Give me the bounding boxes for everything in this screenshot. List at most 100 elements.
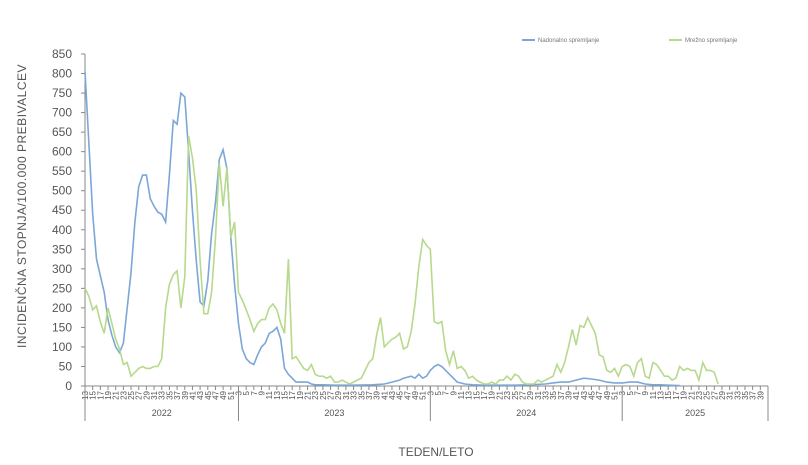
x-tick-label: 49 — [603, 390, 612, 399]
x-tick-label: 19 — [104, 390, 113, 399]
x-tick-label: 23 — [695, 390, 704, 399]
x-tick-label: 19 — [680, 390, 689, 399]
x-tick-label: 17 — [96, 390, 105, 399]
x-tick-label: 5 — [434, 390, 443, 395]
x-tick-label: 21 — [304, 390, 313, 399]
x-tick-label: 19 — [488, 390, 497, 399]
y-tick-label: 350 — [52, 242, 72, 256]
x-tick-label: 13 — [657, 390, 666, 399]
legend-item-mrezno: Mrežno spremljanje — [669, 38, 738, 44]
x-tick-label: 15 — [664, 390, 673, 399]
x-tick-label: 27 — [135, 390, 144, 399]
x-tick-label: 7 — [634, 390, 643, 395]
x-tick-label: 15 — [89, 390, 98, 399]
x-tick-label: 47 — [403, 390, 412, 399]
plot-area — [84, 54, 768, 387]
x-tick-label: 27 — [710, 390, 719, 399]
y-tick-label: 200 — [52, 301, 72, 315]
series-line-nacionalno — [84, 71, 680, 387]
x-tick-label: 21 — [112, 390, 121, 399]
y-tick-label: 650 — [52, 125, 72, 139]
x-tick-label: 43 — [196, 390, 205, 399]
y-tick-label: 100 — [52, 340, 72, 354]
x-tick-label: 41 — [572, 390, 581, 399]
year-label: 2023 — [324, 408, 344, 418]
x-tick-label: 37 — [557, 390, 566, 399]
x-tick-label: 25 — [703, 390, 712, 399]
x-axis-years: 2022 2023 2024 2025 — [84, 386, 769, 421]
year-label: 2022 — [152, 408, 172, 418]
x-tick-label: 45 — [587, 390, 596, 399]
y-tick-label: 850 — [52, 47, 72, 61]
y-tick-label: 450 — [52, 203, 72, 217]
y-tick-label: 700 — [52, 106, 72, 120]
year-label: 2024 — [516, 408, 536, 418]
x-tick-label: 19 — [296, 390, 305, 399]
x-axis-title: TEDEN/LETO — [398, 445, 473, 459]
x-tick-label: 5 — [242, 390, 251, 395]
x-tick-label: 35 — [357, 390, 366, 399]
y-axis-ticks: 0 50 100 150 200 250 300 350 400 450 500 550 600 650 7… — [52, 47, 85, 393]
x-tick-label: 25 — [319, 390, 328, 399]
y-tick-label: 300 — [52, 262, 72, 276]
x-tick-label: 49 — [219, 390, 228, 399]
x-tick-label: 33 — [158, 390, 167, 399]
y-tick-label: 800 — [52, 67, 72, 81]
x-tick-label: 33 — [541, 390, 550, 399]
x-tick-label: 17 — [288, 390, 297, 399]
x-tick-label: 15 — [472, 390, 481, 399]
x-tick-label: 33 — [350, 390, 359, 399]
year-label: 2025 — [685, 408, 705, 418]
x-tick-label: 9 — [641, 390, 650, 395]
x-tick-label: 7 — [442, 390, 451, 395]
x-tick-label: 39 — [181, 390, 190, 399]
x-tick-label: 25 — [127, 390, 136, 399]
x-tick-label: 27 — [327, 390, 336, 399]
x-tick-label: 47 — [211, 390, 220, 399]
x-tick-label: 11 — [649, 390, 658, 399]
x-tick-label: 13 — [273, 390, 282, 399]
x-tick-label: 37 — [365, 390, 374, 399]
x-tick-label: 37 — [749, 390, 758, 399]
x-tick-label: 51 — [227, 390, 236, 399]
y-tick-label: 550 — [52, 164, 72, 178]
x-tick-label: 21 — [687, 390, 696, 399]
x-tick-label: 43 — [388, 390, 397, 399]
x-tick-label: 29 — [334, 390, 343, 399]
x-tick-label: 23 — [311, 390, 320, 399]
legend: Nadonalno spremljanje Mrežno spremljanje — [522, 38, 738, 44]
x-tick-label: 17 — [480, 390, 489, 399]
legend-item-nacionalno: Nadonalno spremljanje — [522, 38, 600, 44]
x-tick-label: 31 — [150, 390, 159, 399]
x-axis-week-ticks: 1315171921232527293133353739414345474951… — [81, 386, 765, 400]
x-tick-label: 11 — [265, 390, 274, 399]
x-tick-label: 29 — [142, 390, 151, 399]
x-tick-label: 43 — [580, 390, 589, 399]
y-tick-label: 0 — [65, 379, 72, 393]
x-tick-label: 35 — [549, 390, 558, 399]
x-tick-label: 41 — [188, 390, 197, 399]
x-tick-label: 11 — [457, 390, 466, 399]
x-tick-label: 17 — [672, 390, 681, 399]
legend-label-mrezno: Mrežno spremljanje — [685, 38, 738, 44]
y-axis-title: INCIDENČNA STOPNJA/100.000 PREBIVALCEV — [14, 64, 29, 348]
y-tick-label: 250 — [52, 281, 72, 295]
x-tick-label: 25 — [511, 390, 520, 399]
x-tick-label: 31 — [534, 390, 543, 399]
x-tick-label: 21 — [495, 390, 504, 399]
y-tick-label: 600 — [52, 145, 72, 159]
x-tick-label: 31 — [726, 390, 735, 399]
x-tick-label: 29 — [526, 390, 535, 399]
series-line-mrezno — [84, 135, 719, 385]
y-tick-label: 50 — [59, 359, 73, 373]
x-tick-label: 35 — [741, 390, 750, 399]
x-tick-label: 37 — [173, 390, 182, 399]
x-tick-label: 29 — [718, 390, 727, 399]
x-tick-label: 9 — [258, 390, 267, 395]
x-tick-label: 13 — [465, 390, 474, 399]
x-tick-label: 41 — [380, 390, 389, 399]
x-tick-label: 51 — [419, 390, 428, 399]
x-tick-label: 27 — [518, 390, 527, 399]
y-tick-label: 400 — [52, 223, 72, 237]
